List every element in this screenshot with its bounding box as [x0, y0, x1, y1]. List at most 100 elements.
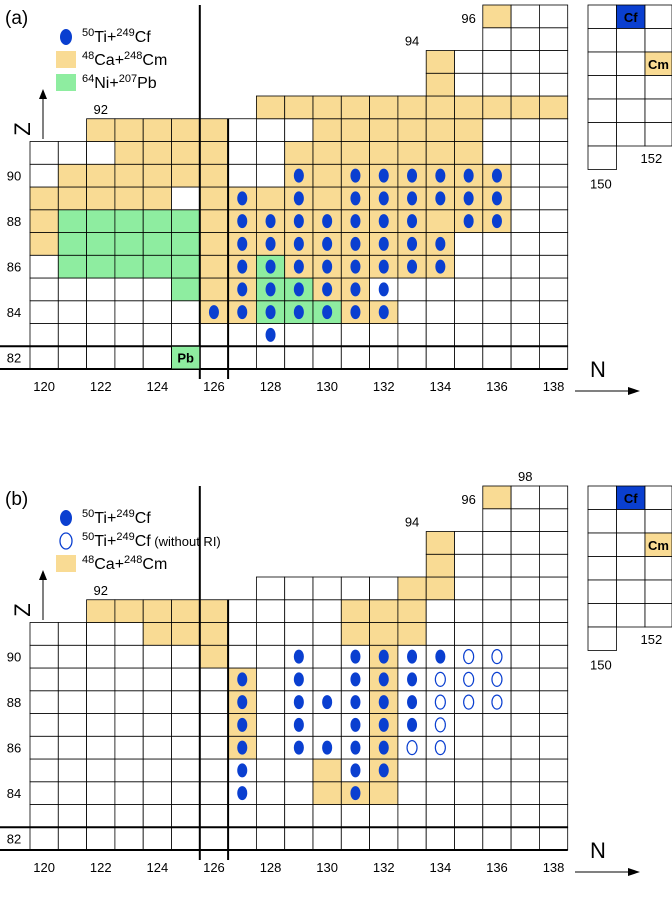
nuclide-cell — [227, 599, 257, 623]
nuclide-cell — [454, 141, 484, 165]
nuclide-cell — [510, 118, 540, 142]
nuclide-cell — [312, 345, 342, 370]
nuclide-cell — [57, 713, 87, 737]
n-tick-label: 128 — [260, 860, 282, 875]
dot-filled-marker — [378, 305, 389, 320]
dot-filled-marker — [322, 695, 333, 710]
dot-open-marker — [463, 649, 475, 665]
inset-cell — [587, 122, 617, 147]
nuclide-cell — [539, 644, 569, 669]
dot-filled-marker — [350, 236, 361, 251]
nuclide-cell — [57, 209, 87, 233]
nuclide-cell — [171, 209, 201, 233]
nuclide-cell — [29, 758, 59, 783]
nuclide-cell — [539, 50, 569, 74]
nuclide-cell — [199, 735, 229, 760]
nuclide-cell — [57, 254, 87, 279]
nuclide-cell — [29, 323, 59, 347]
dot-filled-marker — [378, 695, 389, 710]
nuclide-cell — [510, 27, 540, 51]
inset-cell — [587, 28, 617, 53]
nuclide-cell — [397, 118, 427, 142]
nuclide-cell — [142, 667, 172, 692]
dot-filled-marker — [435, 649, 446, 664]
dot-filled-marker — [407, 168, 418, 183]
inset-cell — [616, 509, 646, 534]
dot-filled-marker — [378, 717, 389, 732]
nuclide-cell — [171, 277, 201, 302]
nuclide-cell — [510, 4, 540, 29]
nuclide-cell — [539, 4, 569, 29]
nuclide-cell — [454, 781, 484, 805]
legend-mass: 248 — [124, 554, 142, 566]
z-tick-label: 90 — [7, 650, 21, 665]
inset-cell — [587, 579, 617, 604]
nuclide-cell — [199, 690, 229, 714]
dot-open-marker — [406, 740, 418, 756]
legend-mass: 207 — [119, 73, 137, 85]
nuclide-cell — [312, 781, 342, 805]
z-row-label: 94 — [405, 34, 419, 49]
nuclide-cell — [171, 232, 201, 256]
nuclide-cell — [171, 599, 201, 623]
nuclide-cell — [369, 323, 399, 347]
dot-filled-marker — [350, 214, 361, 229]
nuclide-cell — [482, 27, 512, 51]
nuclide-cell — [510, 345, 540, 370]
nuclide-cell — [29, 345, 59, 370]
nuclide-cell — [425, 209, 455, 233]
z-axis-label: Z — [10, 122, 35, 135]
nuclide-cell — [369, 118, 399, 142]
z-axis-arrowhead — [39, 570, 47, 580]
legend-square-green — [56, 74, 76, 91]
n-tick-label: 138 — [543, 379, 565, 394]
nuclide-cell — [454, 713, 484, 737]
legend-element: Cf — [135, 533, 152, 550]
nuclide-cell — [340, 345, 370, 370]
dot-filled-marker — [491, 214, 502, 229]
nuclide-cell — [425, 781, 455, 805]
nuclide-cell — [86, 277, 116, 302]
nuclide-cell — [454, 622, 484, 646]
nuclide-cell — [255, 141, 286, 165]
nuclide-cell — [397, 622, 427, 646]
nuclide-cell — [539, 277, 569, 302]
nuclide-cell — [86, 599, 116, 623]
nuclide-cell — [397, 758, 427, 783]
legend-mass: 249 — [116, 508, 134, 520]
n-tick-label: 132 — [373, 860, 395, 875]
dot-filled-marker — [435, 259, 446, 274]
dot-open-marker — [434, 717, 446, 733]
n-tick-label: 138 — [543, 860, 565, 875]
nuclide-cell — [482, 690, 512, 714]
nuclide-cell — [171, 186, 201, 211]
nuclide-cell — [86, 690, 116, 714]
nuclide-cell — [454, 254, 484, 279]
nuclide-cell — [57, 735, 87, 760]
nuclide-cell — [171, 323, 201, 347]
nuclide-cell — [86, 781, 116, 805]
nuclide-cell — [454, 826, 484, 851]
dot-filled-marker — [293, 740, 304, 755]
nuclide-cell — [510, 826, 540, 851]
nuclide-cell — [539, 713, 569, 737]
nuclide-cell — [482, 300, 512, 324]
nuclide-cell — [454, 118, 484, 142]
legend-mass: 249 — [116, 27, 134, 39]
nuclide-cell — [510, 254, 540, 279]
nuclide-cell — [369, 345, 399, 370]
nuclide-cell — [199, 644, 229, 669]
nuclide-cell — [227, 141, 257, 165]
nuclide-cell — [142, 804, 172, 828]
dot-filled-marker — [293, 282, 304, 297]
nuclide-cell — [86, 644, 116, 669]
inset-cell — [644, 603, 672, 628]
nuclide-cell — [171, 254, 201, 279]
dot-filled-marker — [378, 259, 389, 274]
dot-filled-marker — [322, 305, 333, 320]
nuclide-cell — [171, 713, 201, 737]
nuclide-cell — [425, 826, 455, 851]
nuclide-cell — [284, 622, 314, 646]
